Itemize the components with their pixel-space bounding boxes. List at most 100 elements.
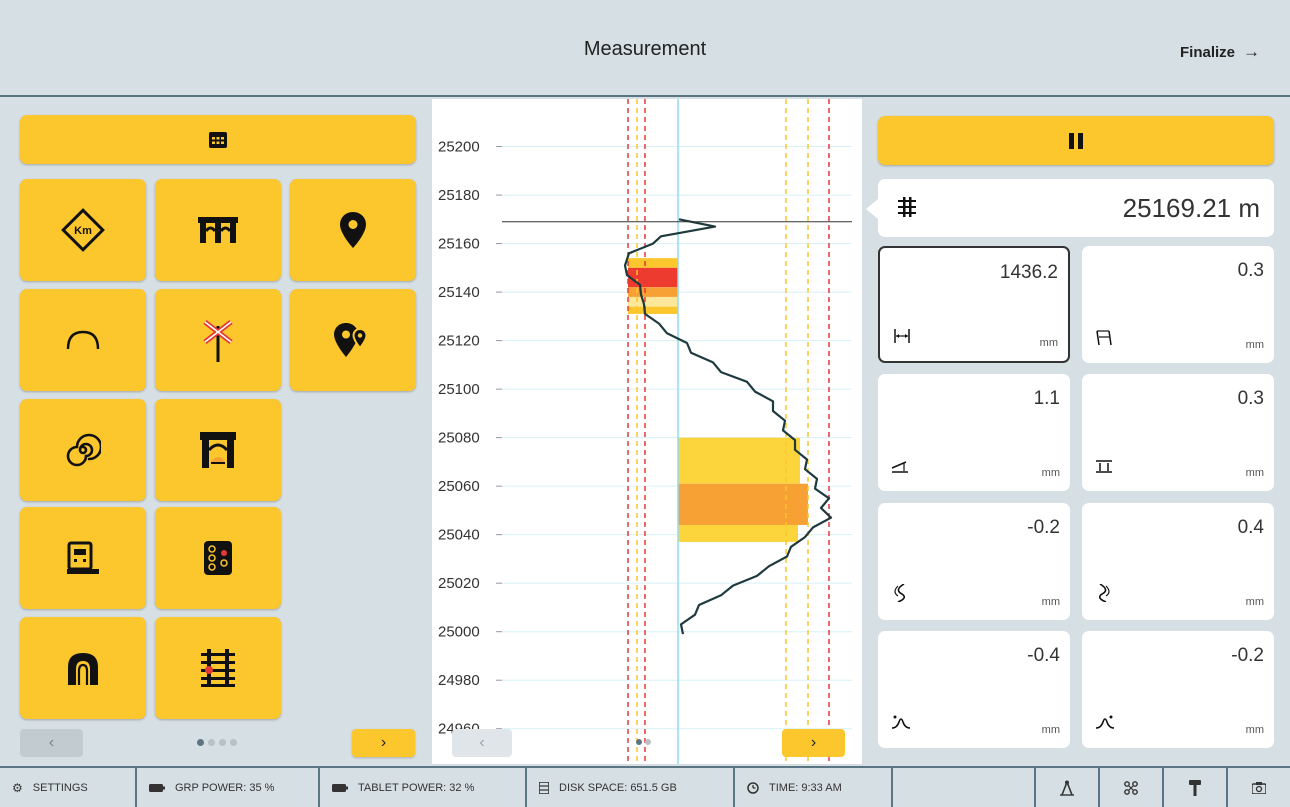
underpass-icon: [200, 432, 236, 468]
network-button[interactable]: [1098, 768, 1162, 807]
tablet-power-label: TABLET POWER: 32 %: [358, 781, 475, 794]
chart-next-button[interactable]: ›: [782, 729, 845, 757]
curve-icon: [66, 330, 100, 350]
deviation-band: [628, 287, 678, 297]
settings-button[interactable]: ⚙ SETTINGS: [0, 768, 137, 807]
station-platform-button[interactable]: [20, 507, 146, 609]
svg-text:Km: Km: [74, 225, 92, 237]
disk-space-status: DISK SPACE: 651.5 GB: [527, 768, 735, 807]
time-status: TIME: 9:33 AM: [735, 768, 893, 807]
alignment-right-icon: [1098, 584, 1110, 602]
tool-icon: [1189, 779, 1201, 796]
battery-icon: [332, 783, 348, 792]
pause-button[interactable]: [878, 116, 1274, 165]
gauge-change-icon: [1096, 330, 1112, 345]
level-left-card[interactable]: -0.4 mm: [878, 631, 1070, 748]
gauge-value: 1436.2: [999, 262, 1058, 283]
y-tick-label: 25040: [438, 527, 480, 544]
camera-button[interactable]: [1226, 768, 1290, 807]
station-platform-icon: [67, 541, 99, 574]
measurement-panel: 25169.21 m 1436.2 mm 0.3 mm 1.1 mm 0.3: [862, 99, 1290, 764]
chart-canvas[interactable]: 25200 25180 25160 25140 25120 25100 25080 25060…: [432, 99, 862, 764]
measurement-chart[interactable]: 25200 25180 25160 25140 25120 25100 25080 25060…: [432, 99, 862, 764]
tool-panel: Km: [0, 99, 432, 764]
deviation-band: [678, 524, 798, 542]
deviation-band: [628, 258, 678, 268]
disk-space-label: DISK SPACE: 651.5 GB: [559, 781, 677, 794]
twist-card[interactable]: 0.3 mm: [1082, 374, 1274, 491]
tools-next-button[interactable]: ›: [352, 729, 415, 757]
curve-button[interactable]: [20, 289, 146, 391]
grp-power-label: GRP POWER: 35 %: [175, 781, 275, 794]
status-bar: ⚙ SETTINGS GRP POWER: 35 % TABLET POWER:…: [0, 766, 1290, 807]
position-card: 25169.21 m: [866, 179, 1274, 237]
measurement-trace: [623, 218, 833, 635]
status-spacer: [893, 768, 1034, 807]
alignment-right-card[interactable]: 0.4 mm: [1082, 503, 1274, 620]
finalize-button[interactable]: Finalize →: [1180, 42, 1260, 62]
pause-icon: [1069, 132, 1083, 149]
y-tick-label: 25020: [438, 575, 480, 592]
multiple-locations-icon: [334, 323, 368, 357]
bridge-button[interactable]: [155, 179, 281, 281]
alignment-left-card[interactable]: -0.2 mm: [878, 503, 1070, 620]
track-position-icon: [898, 197, 916, 217]
table-grid-icon: [209, 131, 227, 148]
compass-button[interactable]: [1034, 768, 1098, 807]
page-title: Measurement: [583, 38, 707, 60]
deviation-band: [628, 306, 678, 314]
location-pin-icon: [340, 212, 366, 248]
gauge-unit: mm: [1039, 337, 1058, 349]
level-crossing-icon: [203, 320, 233, 362]
level-left-value: -0.4: [1027, 645, 1060, 666]
time-label: TIME: 9:33 AM: [769, 781, 842, 794]
gauge-change-card[interactable]: 0.3 mm: [1082, 246, 1274, 363]
gauge-icon: [894, 329, 910, 343]
grp-power-status: GRP POWER: 35 %: [137, 768, 320, 807]
y-tick-label: 25100: [438, 381, 480, 398]
compass-icon: [1060, 780, 1074, 796]
clock-icon: [747, 781, 759, 794]
level-right-unit: mm: [1245, 724, 1264, 736]
cant-card[interactable]: 1.1 mm: [878, 374, 1070, 491]
level-right-value: -0.2: [1231, 645, 1264, 666]
y-tick-label: 24980: [438, 672, 480, 689]
cant-value: 1.1: [1033, 388, 1060, 409]
tunnel-icon: [68, 653, 98, 685]
signal-icon: [204, 541, 232, 575]
underpass-button[interactable]: [155, 399, 281, 501]
level-crossing-button[interactable]: [155, 289, 281, 391]
tools-prev-button[interactable]: ‹: [20, 729, 83, 757]
signal-button[interactable]: [155, 507, 281, 609]
spiral-button[interactable]: [20, 399, 146, 501]
chart-page-indicator: [636, 739, 651, 745]
arrow-right-icon: →: [1243, 42, 1260, 61]
location-button[interactable]: [290, 179, 416, 281]
y-tick-label: 25060: [438, 478, 480, 495]
tool-button[interactable]: [1162, 768, 1226, 807]
alignment-left-unit: mm: [1041, 596, 1060, 608]
alignment-right-value: 0.4: [1237, 517, 1264, 538]
tunnel-button[interactable]: [20, 617, 146, 719]
deviation-band: [628, 267, 678, 288]
camera-icon: [1252, 781, 1266, 794]
kilometer-marker-button[interactable]: Km: [20, 179, 146, 281]
track-switch-icon: [201, 649, 235, 687]
gauge-change-unit: mm: [1245, 339, 1264, 351]
twist-unit: mm: [1245, 467, 1264, 479]
track-switch-button[interactable]: [155, 617, 281, 719]
spiral-icon: [66, 433, 101, 467]
table-view-button[interactable]: [20, 115, 416, 164]
level-right-card[interactable]: -0.2 mm: [1082, 631, 1274, 748]
alignment-left-value: -0.2: [1027, 517, 1060, 538]
multiple-locations-button[interactable]: [290, 289, 416, 391]
y-tick-label: 25120: [438, 333, 480, 350]
y-tick-label: 25200: [438, 139, 480, 156]
chart-prev-button[interactable]: ‹: [452, 729, 512, 757]
finalize-label: Finalize: [1179, 44, 1235, 61]
gauge-card[interactable]: 1436.2 mm: [878, 246, 1070, 363]
position-value: 25169.21 m: [1122, 193, 1260, 223]
deviation-band: [628, 296, 678, 307]
alignment-left-icon: [894, 584, 906, 602]
y-tick-label: 25180: [438, 187, 480, 204]
